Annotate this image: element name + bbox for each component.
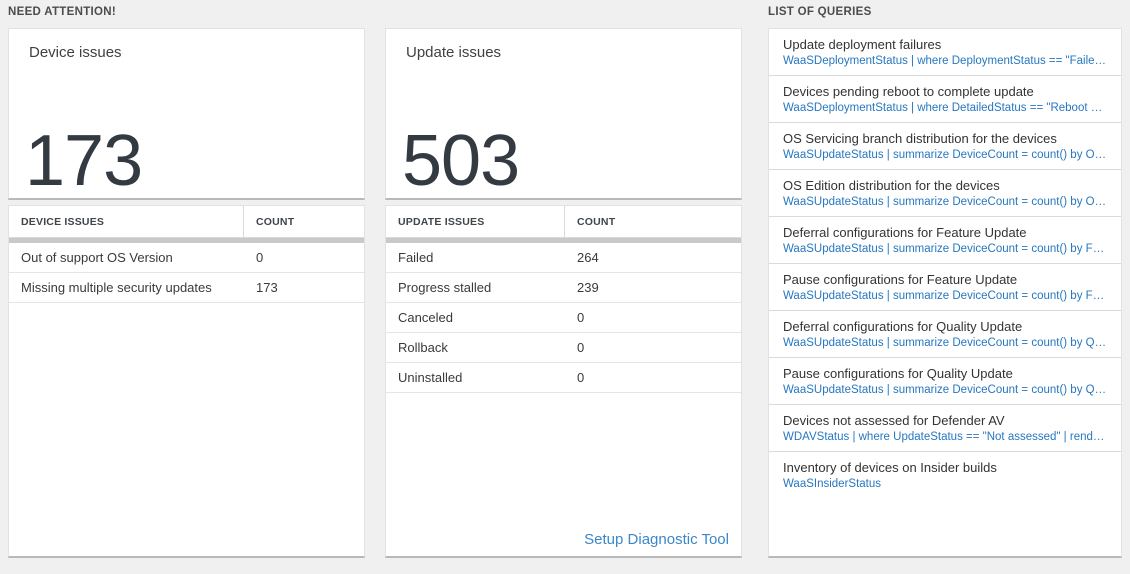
- query-title: Devices not assessed for Defender AV: [783, 413, 1005, 428]
- setup-diagnostic-tool-link[interactable]: Setup Diagnostic Tool: [584, 531, 729, 548]
- table-row[interactable]: Out of support OS Version 0: [9, 243, 364, 273]
- column-header-update-issues: UPDATE ISSUES: [386, 206, 565, 237]
- query-code: WaaSDeploymentStatus | where DeploymentS…: [783, 55, 1107, 67]
- query-item[interactable]: Deferral configurations for Quality Upda…: [769, 311, 1121, 358]
- update-issues-card-title: Update issues: [406, 44, 502, 61]
- query-code: WaaSUpdateStatus | summarize DeviceCount…: [783, 196, 1107, 208]
- row-label: Uninstalled: [398, 370, 463, 385]
- device-issues-count: 173: [25, 121, 143, 202]
- query-item[interactable]: Devices not assessed for Defender AV WDA…: [769, 405, 1121, 452]
- query-item[interactable]: Pause configurations for Quality Update …: [769, 358, 1121, 405]
- column-header-count: COUNT: [577, 216, 616, 228]
- query-code: WaaSInsiderStatus: [783, 478, 882, 490]
- update-issues-count: 503: [402, 121, 520, 202]
- query-code: WaaSUpdateStatus | summarize DeviceCount…: [783, 149, 1107, 161]
- row-label: Out of support OS Version: [21, 250, 173, 265]
- query-title: Update deployment failures: [783, 37, 942, 52]
- query-title: Pause configurations for Quality Update: [783, 366, 1013, 381]
- row-label: Rollback: [398, 340, 448, 355]
- update-issues-table: UPDATE ISSUES COUNT Failed 264 Progress …: [385, 205, 742, 558]
- update-issues-card[interactable]: Update issues 503: [385, 28, 742, 200]
- query-code: WaaSUpdateStatus | summarize DeviceCount…: [783, 337, 1107, 349]
- query-code: WaaSUpdateStatus | summarize DeviceCount…: [783, 384, 1107, 396]
- query-item[interactable]: Update deployment failures WaaSDeploymen…: [769, 29, 1121, 76]
- row-count: 264: [577, 250, 599, 265]
- query-code: WaaSUpdateStatus | summarize DeviceCount…: [783, 243, 1107, 255]
- query-title: Deferral configurations for Feature Upda…: [783, 225, 1027, 240]
- table-row[interactable]: Missing multiple security updates 173: [9, 273, 364, 303]
- query-code: WDAVStatus | where UpdateStatus == "Not …: [783, 431, 1107, 443]
- row-label: Canceled: [398, 310, 453, 325]
- query-item[interactable]: Pause configurations for Feature Update …: [769, 264, 1121, 311]
- query-title: Deferral configurations for Quality Upda…: [783, 319, 1023, 334]
- query-item[interactable]: OS Servicing branch distribution for the…: [769, 123, 1121, 170]
- row-label: Failed: [398, 250, 434, 265]
- query-item[interactable]: OS Edition distribution for the devices …: [769, 170, 1121, 217]
- query-code: WaaSUpdateStatus | summarize DeviceCount…: [783, 290, 1107, 302]
- column-header-device-issues: DEVICE ISSUES: [9, 206, 244, 237]
- table-row[interactable]: Failed 264: [386, 243, 741, 273]
- device-issues-card-title: Device issues: [29, 44, 122, 61]
- device-issues-card[interactable]: Device issues 173: [8, 28, 365, 200]
- query-title: OS Edition distribution for the devices: [783, 178, 1000, 193]
- row-count: 239: [577, 280, 599, 295]
- device-issues-table-header: DEVICE ISSUES COUNT: [9, 206, 364, 238]
- query-title: OS Servicing branch distribution for the…: [783, 131, 1057, 146]
- table-row[interactable]: Uninstalled 0: [386, 363, 741, 393]
- horizontal-scrollbar[interactable]: [386, 238, 741, 243]
- query-title: Pause configurations for Feature Update: [783, 272, 1018, 287]
- horizontal-scrollbar[interactable]: [9, 238, 364, 243]
- row-label: Progress stalled: [398, 280, 492, 295]
- query-code: WaaSDeploymentStatus | where DetailedSta…: [783, 102, 1107, 114]
- queries-panel: Update deployment failures WaaSDeploymen…: [768, 28, 1122, 558]
- table-row[interactable]: Progress stalled 239: [386, 273, 741, 303]
- row-count: 173: [256, 280, 278, 295]
- update-issues-table-header: UPDATE ISSUES COUNT: [386, 206, 741, 238]
- row-count: 0: [577, 370, 585, 385]
- need-attention-header: NEED ATTENTION!: [8, 6, 116, 18]
- device-issues-table: DEVICE ISSUES COUNT Out of support OS Ve…: [8, 205, 365, 558]
- query-title: Devices pending reboot to complete updat…: [783, 84, 1034, 99]
- query-item[interactable]: Deferral configurations for Feature Upda…: [769, 217, 1121, 264]
- row-count: 0: [577, 310, 585, 325]
- query-title: Inventory of devices on Insider builds: [783, 460, 997, 475]
- row-label: Missing multiple security updates: [21, 280, 212, 295]
- table-row[interactable]: Rollback 0: [386, 333, 741, 363]
- row-count: 0: [256, 250, 264, 265]
- query-item[interactable]: Inventory of devices on Insider builds W…: [769, 452, 1121, 492]
- query-item[interactable]: Devices pending reboot to complete updat…: [769, 76, 1121, 123]
- table-row[interactable]: Canceled 0: [386, 303, 741, 333]
- list-of-queries-header: LIST OF QUERIES: [768, 6, 872, 18]
- row-count: 0: [577, 340, 585, 355]
- column-header-count: COUNT: [256, 216, 295, 228]
